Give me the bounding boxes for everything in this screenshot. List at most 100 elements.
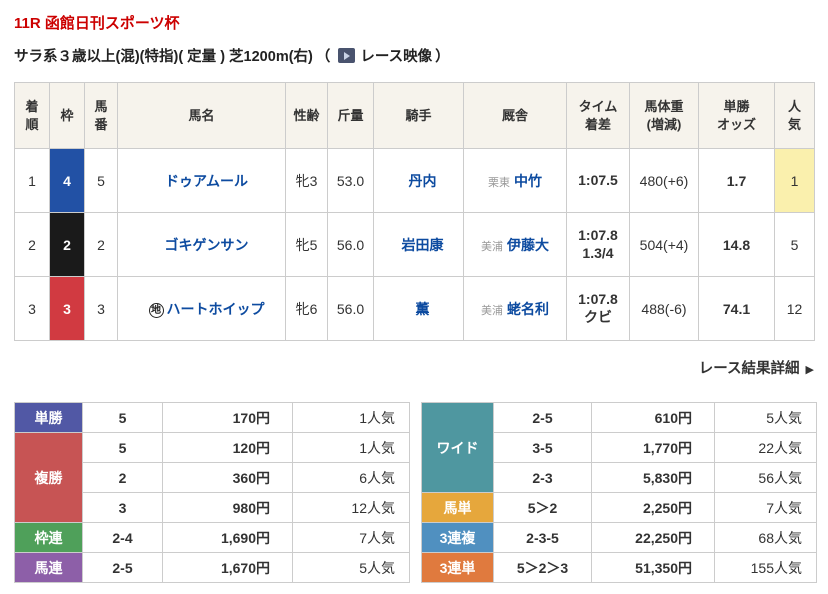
payout-combo: 2-5 [493, 402, 592, 433]
bet-type-exacta: 馬単 [421, 492, 494, 523]
finish-cell: 1 [14, 148, 50, 213]
jockey-link[interactable]: 丹内 [408, 172, 437, 189]
stable-region: 美浦 [481, 240, 503, 253]
sex-age-cell: 牝5 [285, 212, 328, 277]
bet-type-trifecta: 3連単 [421, 552, 494, 583]
page-title: 11R 函館日刊スポーツ杯 [14, 15, 180, 32]
payout-popularity: 1人気 [292, 402, 410, 433]
stable-region: 美浦 [481, 304, 503, 317]
bet-type-place: 複勝 [14, 432, 83, 523]
payout-row: 3連複 2-3-5 22,250円 68人気 [421, 522, 817, 553]
payout-combo: 5 [82, 432, 163, 463]
payout-combo: 2 [82, 462, 163, 493]
race-conditions: サラ系３歳以上(混)(特指)( 定量 ) 芝1200m(右) （ レース映像 ） [14, 45, 814, 66]
finish-cell: 3 [14, 276, 50, 341]
payout-amount: 610円 [591, 402, 715, 433]
payout-row: 馬連 2-5 1,670円 5人気 [14, 552, 410, 583]
win-odds-cell: 1.7 [698, 148, 775, 213]
horse-name-link[interactable]: ハートホイップ [166, 300, 265, 317]
col-bracket: 枠 [49, 82, 85, 149]
payout-combo: 2-4 [82, 522, 163, 553]
payout-amount: 980円 [162, 492, 293, 523]
jockey-link[interactable]: 岩田康 [401, 236, 444, 253]
col-horse-name: 馬名 [117, 82, 286, 149]
trainer-link[interactable]: 蛯名利 [507, 300, 549, 317]
payout-section: 単勝 5 170円 1人気 複勝 5 120円 1人気 2 360円 6人気 [14, 402, 820, 583]
horse-number-cell: 3 [84, 276, 118, 341]
paren-close: ） [435, 49, 450, 65]
race-video-link[interactable]: レース映像 [360, 49, 433, 65]
right-arrow-icon: ▶ [805, 364, 814, 376]
payout-row: 2 360円 6人気 [15, 462, 410, 493]
payout-combo: 2-3 [493, 462, 592, 493]
table-row: 2 2 2 ゴキゲンサン 牝5 56.0 岩田康 美浦 伊藤大 1:07.8 1.… [14, 212, 815, 277]
payout-amount: 360円 [162, 462, 293, 493]
col-time-margin: タイム 着差 [566, 82, 630, 149]
payout-amount: 170円 [162, 402, 293, 433]
play-icon[interactable] [338, 48, 356, 63]
trainer-link[interactable]: 伊藤大 [507, 236, 549, 253]
time-value: 1:07.8 [578, 291, 618, 307]
race-details-label: レース結果詳細 [698, 361, 800, 377]
horse-name-link[interactable]: ドゥアムール [164, 172, 249, 189]
margin-value: クビ [584, 308, 612, 325]
win-odds-cell: 74.1 [698, 276, 775, 341]
bet-type-trio: 3連複 [421, 522, 494, 553]
payout-popularity: 22人気 [714, 432, 817, 463]
jockey-cell: 薫 [373, 276, 464, 341]
popularity-cell: 1 [774, 148, 815, 213]
stable-cell: 栗東 中竹 [463, 148, 567, 213]
payout-combo: 2-5 [82, 552, 163, 583]
payout-amount: 22,250円 [591, 522, 715, 553]
race-results-table: 着 順 枠 馬 番 馬名 性齢 斤量 騎手 厩舎 タイム 着差 馬体重 (増減)… [14, 82, 815, 341]
trainer-link[interactable]: 中竹 [514, 172, 542, 189]
race-details-link[interactable]: レース結果詳細 ▶ [699, 361, 814, 377]
margin-value: 1.3/4 [582, 244, 614, 261]
col-finish: 着 順 [14, 82, 50, 149]
payout-popularity: 155人気 [714, 552, 817, 583]
sex-age-cell: 牝6 [285, 276, 328, 341]
horse-weight-cell: 504(+4) [629, 212, 699, 277]
bet-type-win: 単勝 [14, 402, 83, 433]
sex-age-cell: 牝3 [285, 148, 328, 213]
payout-amount: 2,250円 [591, 492, 715, 523]
bracket-cell: 2 [49, 212, 85, 277]
win-odds-cell: 14.8 [698, 212, 775, 277]
col-weight: 斤量 [327, 82, 374, 149]
horse-name-link[interactable]: ゴキゲンサン [164, 236, 249, 253]
payout-row: 3-5 1,770円 22人気 [422, 432, 817, 463]
payout-popularity: 12人気 [292, 492, 410, 523]
horse-number-cell: 2 [84, 212, 118, 277]
horse-weight-cell: 488(-6) [629, 276, 699, 341]
paren-open: （ [315, 49, 331, 65]
payout-popularity: 7人気 [714, 492, 817, 523]
jockey-cell: 岩田康 [373, 212, 464, 277]
payout-popularity: 5人気 [292, 552, 410, 583]
col-horse-weight: 馬体重 (増減) [629, 82, 699, 149]
popularity-cell: 5 [774, 212, 815, 277]
weight-cell: 56.0 [327, 212, 374, 277]
jockey-link[interactable]: 薫 [415, 300, 430, 317]
payout-popularity: 7人気 [292, 522, 410, 553]
payout-amount: 1,670円 [162, 552, 293, 583]
col-stable: 厩舎 [463, 82, 567, 149]
payout-amount: 1,690円 [162, 522, 293, 553]
bet-type-quinella: 馬連 [14, 552, 83, 583]
table-row: 1 4 5 ドゥアムール 牝3 53.0 丹内 栗東 中竹 1:07.5 4 [14, 148, 815, 213]
horse-name-cell: ドゥアムール [117, 148, 286, 213]
time-margin-cell: 1:07.5 [566, 148, 630, 213]
time-margin-cell: 1:07.8 1.3/4 [566, 212, 630, 277]
horse-name-cell: ゴキゲンサン [117, 212, 286, 277]
col-jockey: 騎手 [373, 82, 464, 149]
horse-weight-cell: 480(+6) [629, 148, 699, 213]
stable-region: 栗東 [488, 176, 510, 189]
payout-row: 3連単 5＞2＞3 51,350円 155人気 [421, 552, 817, 583]
payout-row: 3 980円 12人気 [15, 492, 410, 523]
payout-popularity: 68人気 [714, 522, 817, 553]
payout-combo: 3-5 [493, 432, 592, 463]
popularity-cell: 12 [774, 276, 815, 341]
time-margin-cell: 1:07.8 クビ [566, 276, 630, 341]
payout-combo: 5 [82, 402, 163, 433]
payout-popularity: 1人気 [292, 432, 410, 463]
